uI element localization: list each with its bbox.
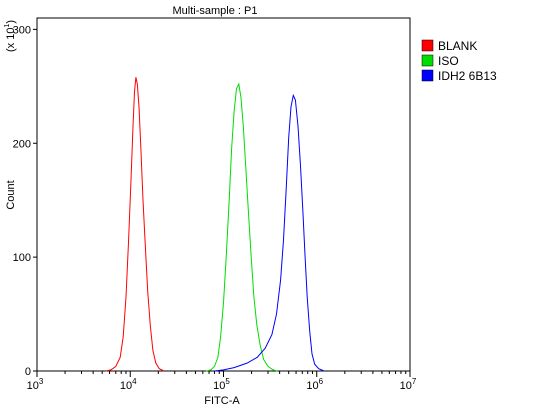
y-tick-label: 300	[13, 24, 31, 36]
x-tick-label: 105	[213, 377, 230, 392]
y-axis-label: Count	[5, 180, 17, 209]
y-axis: 0 100 200 300	[13, 24, 37, 378]
legend-swatch	[421, 39, 434, 52]
series-line-2	[205, 82, 278, 372]
x-tick-label: 104	[120, 377, 137, 392]
series-line-3	[214, 93, 325, 372]
y-tick-label: 0	[25, 366, 31, 378]
x-tick-label: 103	[27, 377, 44, 392]
x-tick-label: 107	[400, 377, 417, 392]
y-tick-label: 200	[13, 138, 31, 150]
legend-swatch	[421, 54, 434, 67]
x-axis: 103 104 105 106 107	[27, 371, 417, 392]
legend-label: IDH2 6B13	[438, 69, 497, 83]
x-axis-label: FITC-A	[204, 395, 240, 407]
legend-label: BLANK	[438, 39, 477, 53]
series-line-1	[105, 77, 165, 372]
chart-title: Multi-sample : P1	[173, 5, 258, 17]
plot-area	[105, 77, 325, 372]
y-axis-multiplier: (x 101)	[4, 20, 17, 52]
x-tick-label: 106	[306, 377, 323, 392]
legend-swatch	[421, 69, 434, 82]
y-tick-label: 100	[13, 252, 31, 264]
legend-label: ISO	[438, 54, 459, 68]
plot-frame	[36, 17, 411, 372]
